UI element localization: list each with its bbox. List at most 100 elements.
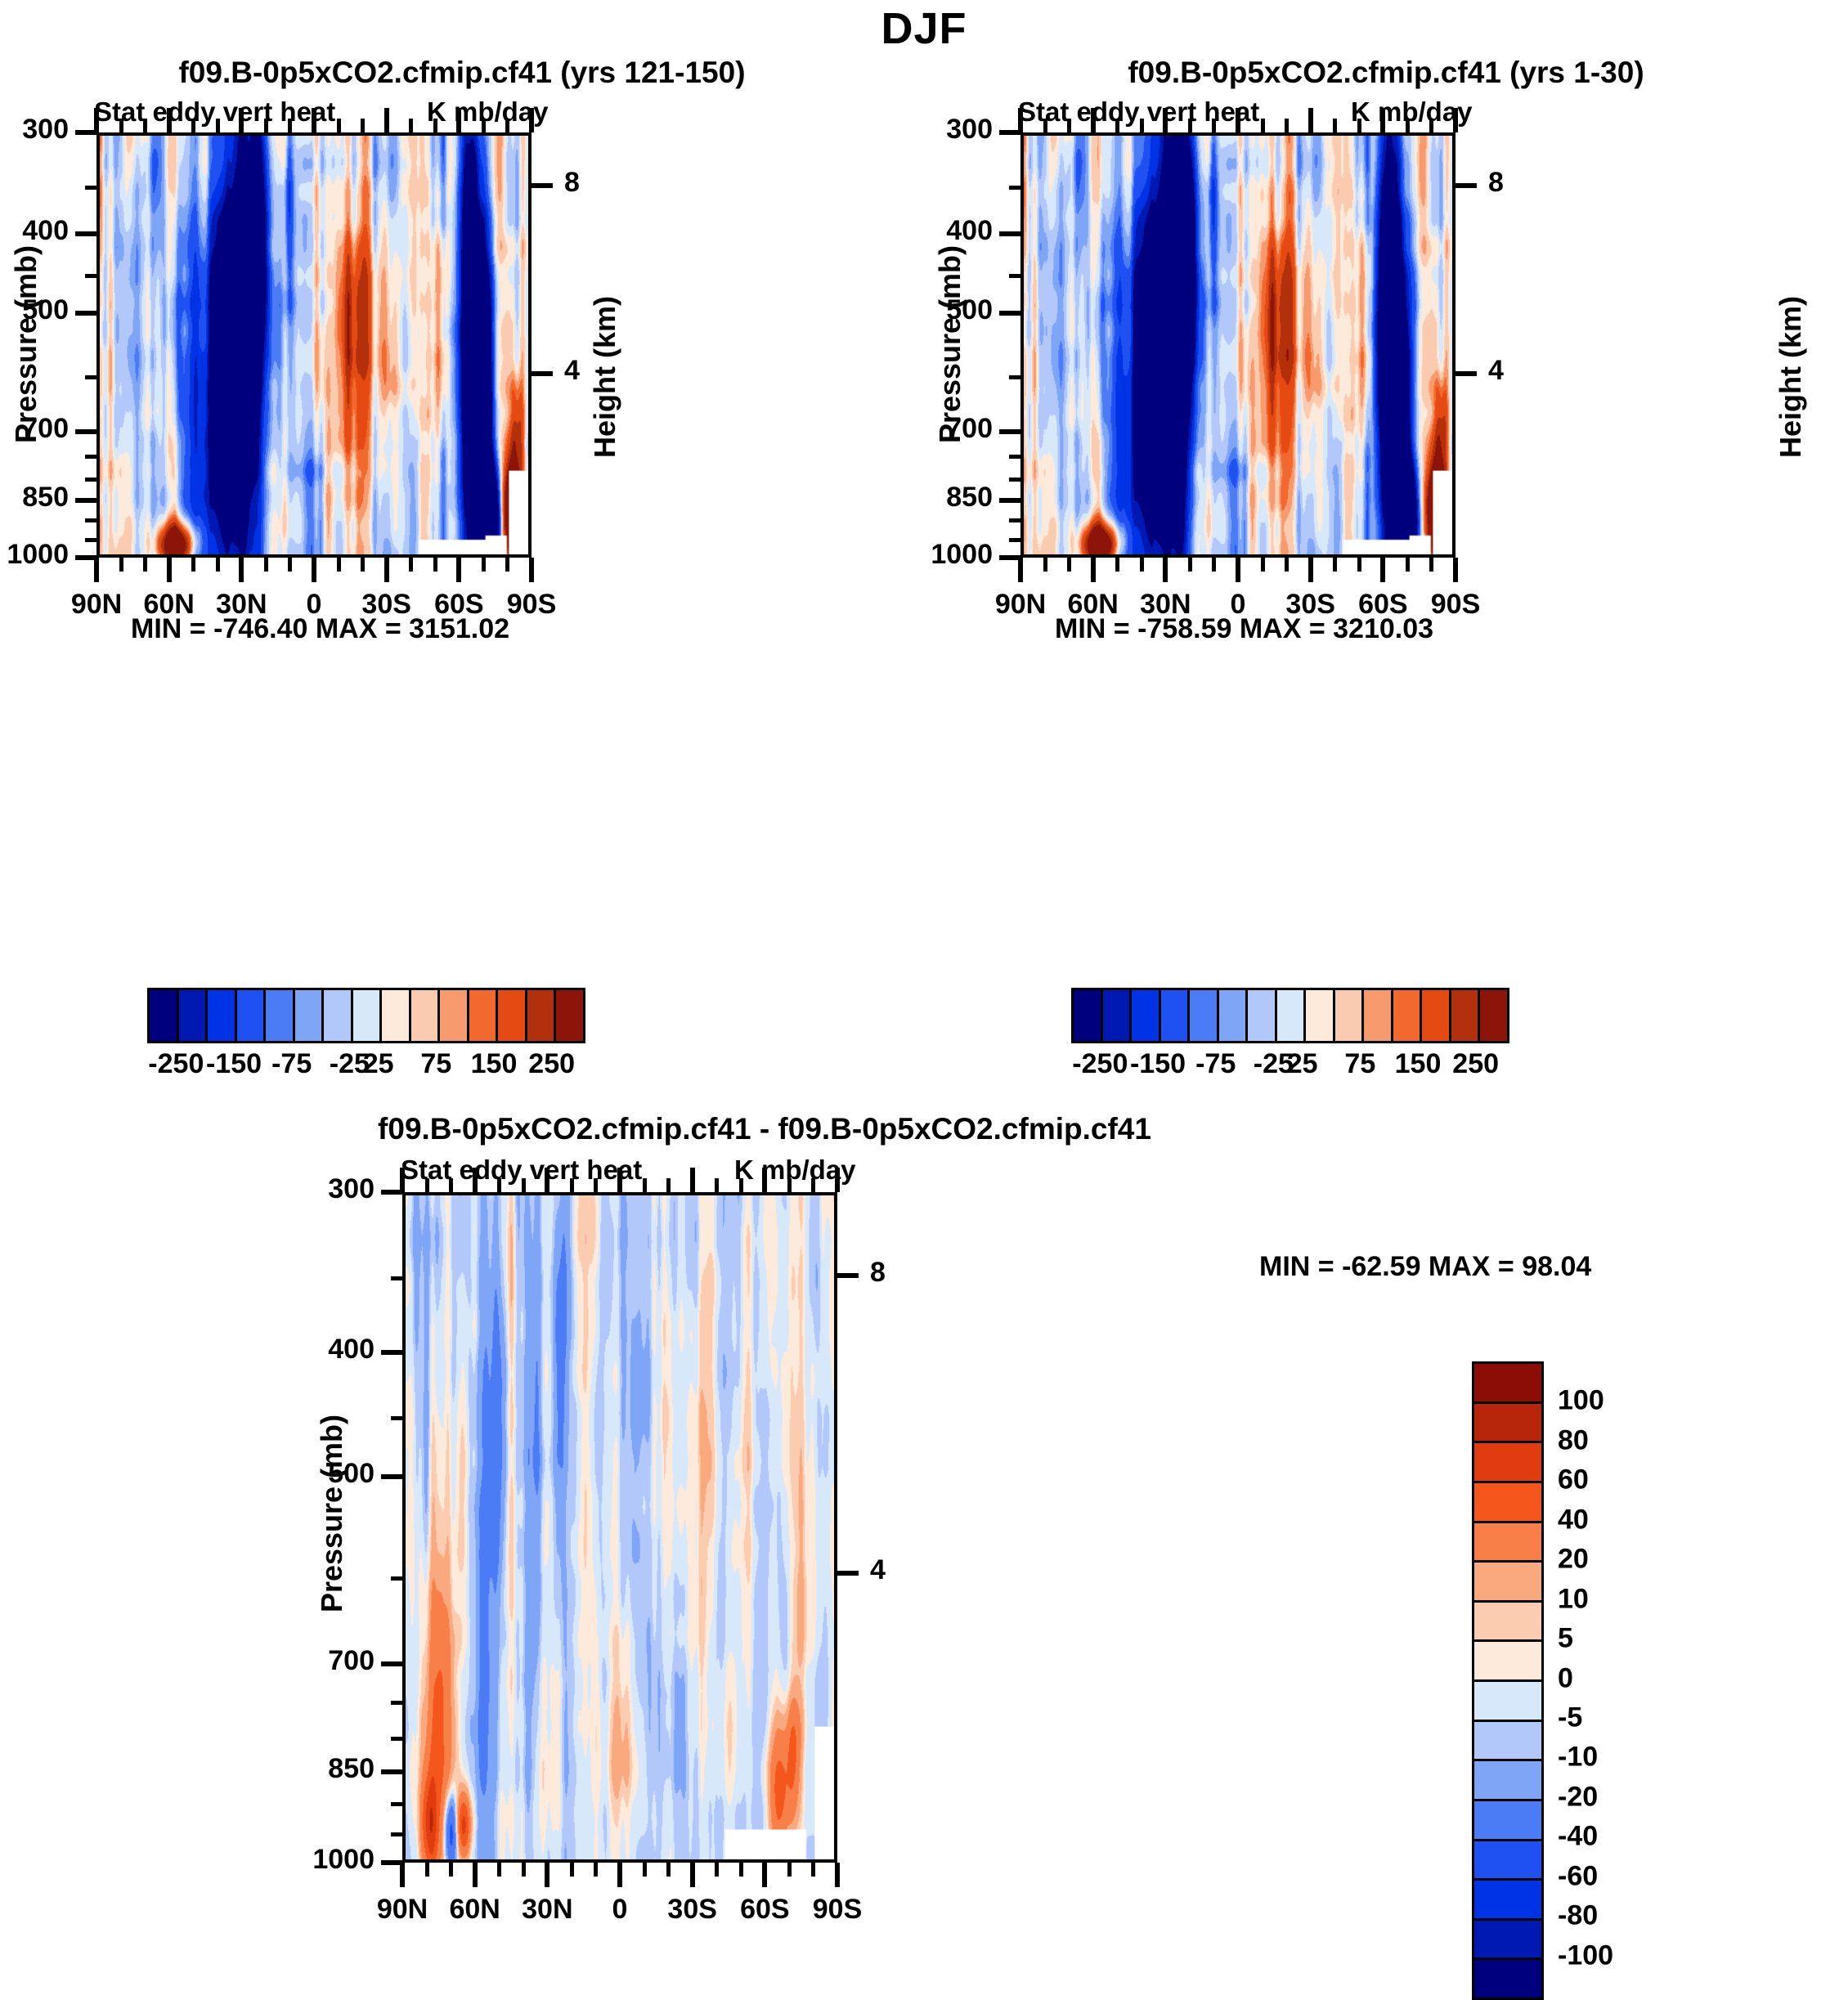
colorbar-top-left[interactable]: [147, 988, 585, 1043]
colorbar-tick-label: 80: [1558, 1424, 1589, 1456]
y-tick-label: 400: [328, 1333, 375, 1365]
x-tick-label: 30N: [1140, 589, 1191, 620]
colorbar-segment: [1474, 1682, 1541, 1722]
y-tick-minor: [391, 1737, 402, 1742]
y-tick-major: [75, 497, 96, 503]
colorbar-tick-label: 40: [1558, 1504, 1589, 1536]
x-tick-top: [835, 1168, 840, 1192]
y-tick-major: [75, 428, 96, 434]
x-tick-label: 90S: [812, 1894, 863, 1925]
colorbar-segment: [469, 990, 499, 1041]
colorbar-segment: [1218, 990, 1249, 1041]
x-tick-top: [1043, 119, 1047, 132]
x-tick-minor: [1187, 558, 1192, 572]
x-tick-top: [239, 108, 244, 132]
x-tick-minor: [505, 558, 510, 572]
colorbar-tick-label: 150: [1394, 1048, 1442, 1079]
panel-subtitle-right-top-left: K mb/day: [427, 96, 549, 127]
y-tick-label: 850: [22, 481, 69, 513]
x-tick-minor: [1139, 558, 1144, 572]
colorbar-segment: [1248, 990, 1277, 1041]
x-tick-top: [433, 119, 437, 132]
colorbar-diff-labels: 100 80 60 40 20 10 5 0 -5 -10 -20 -40 -60 -80 -100: [1558, 1361, 1689, 1995]
y-tick-label: 700: [328, 1645, 375, 1677]
x-tick-minor: [811, 1863, 816, 1877]
x-tick-top: [456, 108, 462, 132]
x-tick-top: [497, 1178, 502, 1192]
x-tick-label: 30S: [667, 1894, 717, 1925]
x-tick-top: [569, 1178, 574, 1192]
x-tick-minor: [143, 558, 148, 572]
x-tick-major: [384, 558, 389, 582]
y-tick-minor: [391, 1416, 402, 1421]
colorbar-tick-label: -150: [1129, 1048, 1186, 1079]
colorbar-segment: [1474, 1960, 1541, 1998]
x-tick-label: 0: [612, 1894, 628, 1925]
x-tick-top: [689, 1168, 695, 1192]
x-tick-label: 30S: [361, 589, 411, 620]
y-tick-label: 1000: [7, 539, 69, 570]
colorbar-segment: [410, 990, 441, 1041]
colorbar-segment: [324, 990, 353, 1041]
x-tick-minor: [1333, 558, 1338, 572]
x-tick-top: [529, 108, 534, 132]
colorbar-segment: [1422, 990, 1451, 1041]
x-tick-top: [361, 119, 366, 132]
y-tick-minor: [85, 518, 96, 523]
colorbar-tick-label: 250: [528, 1048, 576, 1079]
y-tick-right: [837, 1570, 859, 1576]
x-tick-label: 30N: [216, 589, 267, 620]
colorbar-segment: [1474, 1761, 1541, 1801]
colorbar-segment: [352, 990, 383, 1041]
x-tick-top: [521, 1178, 526, 1192]
y-axis-right-label-top-left: Height (km): [588, 296, 621, 458]
x-tick-label: 60N: [143, 589, 195, 620]
colorbar-segment: [1474, 1443, 1541, 1483]
colorbar-tick-label: 25: [1286, 1048, 1318, 1079]
x-tick-minor: [215, 558, 220, 572]
x-tick-minor: [666, 1863, 671, 1877]
x-tick-minor: [1043, 558, 1047, 572]
x-tick-minor: [1067, 558, 1072, 572]
y-tick-right-label: 4: [1488, 355, 1504, 387]
x-tick-major: [835, 1863, 840, 1887]
colorbar-tick-label: 60: [1558, 1464, 1589, 1496]
x-tick-major: [166, 558, 172, 582]
x-tick-top: [119, 119, 123, 132]
y-tick-major: [75, 130, 96, 135]
x-tick-top: [1187, 119, 1192, 132]
colorbar-segment: [1276, 990, 1307, 1041]
colorbar-tick-label: -25: [329, 1048, 370, 1079]
colorbar-segment: [1393, 990, 1423, 1041]
x-tick-major: [400, 1863, 405, 1887]
x-tick-top: [811, 1178, 816, 1192]
x-tick-label: 60N: [449, 1894, 500, 1925]
x-tick-top: [94, 108, 99, 132]
y-tick-minor: [1009, 537, 1020, 542]
colorbar-tick-label: -40: [1558, 1820, 1599, 1852]
colorbar-segment: [498, 990, 527, 1041]
colorbar-segment: [1474, 1920, 1541, 1961]
x-tick-minor: [336, 558, 341, 572]
x-tick-major: [1453, 558, 1458, 582]
x-tick-top: [642, 1178, 647, 1192]
colorbar-segment: [556, 990, 583, 1041]
y-tick-major: [381, 1473, 402, 1479]
colorbar-top-right[interactable]: [1071, 988, 1509, 1043]
colorbar-segment: [1474, 1522, 1541, 1563]
y-tick-minor: [1009, 518, 1020, 523]
x-tick-minor: [424, 1863, 429, 1877]
x-tick-top: [336, 119, 341, 132]
colorbar-diff-vertical[interactable]: [1472, 1361, 1544, 2000]
y-tick-major: [999, 130, 1020, 135]
y-tick-minor: [85, 375, 96, 380]
x-tick-top: [1236, 108, 1240, 132]
x-tick-minor: [263, 558, 268, 572]
y-tick-right-label: 8: [564, 166, 580, 198]
x-tick-top: [1308, 108, 1313, 132]
x-tick-minor: [1260, 558, 1265, 572]
x-tick-label: 30S: [1285, 589, 1335, 620]
x-tick-label: 90N: [70, 589, 123, 620]
x-tick-top: [738, 1178, 743, 1192]
panel-subtitle-left-top-left: Stat eddy vert heat: [94, 96, 336, 127]
